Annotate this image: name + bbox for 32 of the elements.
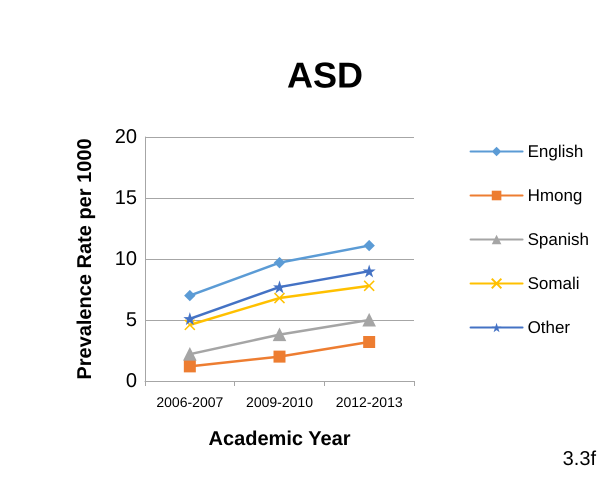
point (273, 328, 286, 342)
point (362, 314, 376, 326)
text: 3.3f (562, 448, 596, 470)
legend-label: Somali (528, 274, 580, 293)
point (363, 280, 375, 292)
x-axis-title: Academic Year (208, 428, 351, 450)
x-tick-label: 2012-2013 (336, 394, 403, 410)
legend-label: Other (528, 318, 570, 337)
point (183, 348, 196, 361)
x-tick-label: 2006-2007 (156, 394, 224, 410)
point (184, 319, 196, 331)
point (363, 336, 376, 348)
legend-label: Spanish (528, 230, 590, 249)
point (184, 290, 196, 302)
y-tick-label: 20 (114, 126, 137, 148)
y-tick-label: 10 (114, 248, 137, 270)
point (184, 360, 196, 372)
y-tick-label: 15 (114, 187, 137, 209)
point (184, 313, 196, 324)
point (274, 282, 285, 293)
point (364, 240, 375, 252)
chart-title: ASD (286, 54, 364, 96)
x-tick-label: 2009-2010 (246, 394, 314, 410)
point (274, 257, 285, 268)
y-axis-title: Prevalence Rate per 1000 (74, 138, 96, 380)
legend-label: Hmong (528, 186, 582, 205)
legend-label: English (528, 142, 584, 161)
y-tick-label: 0 (126, 370, 137, 392)
y-tick-label: 5 (126, 309, 137, 331)
point (364, 266, 375, 277)
point (274, 350, 286, 363)
point (274, 292, 286, 304)
